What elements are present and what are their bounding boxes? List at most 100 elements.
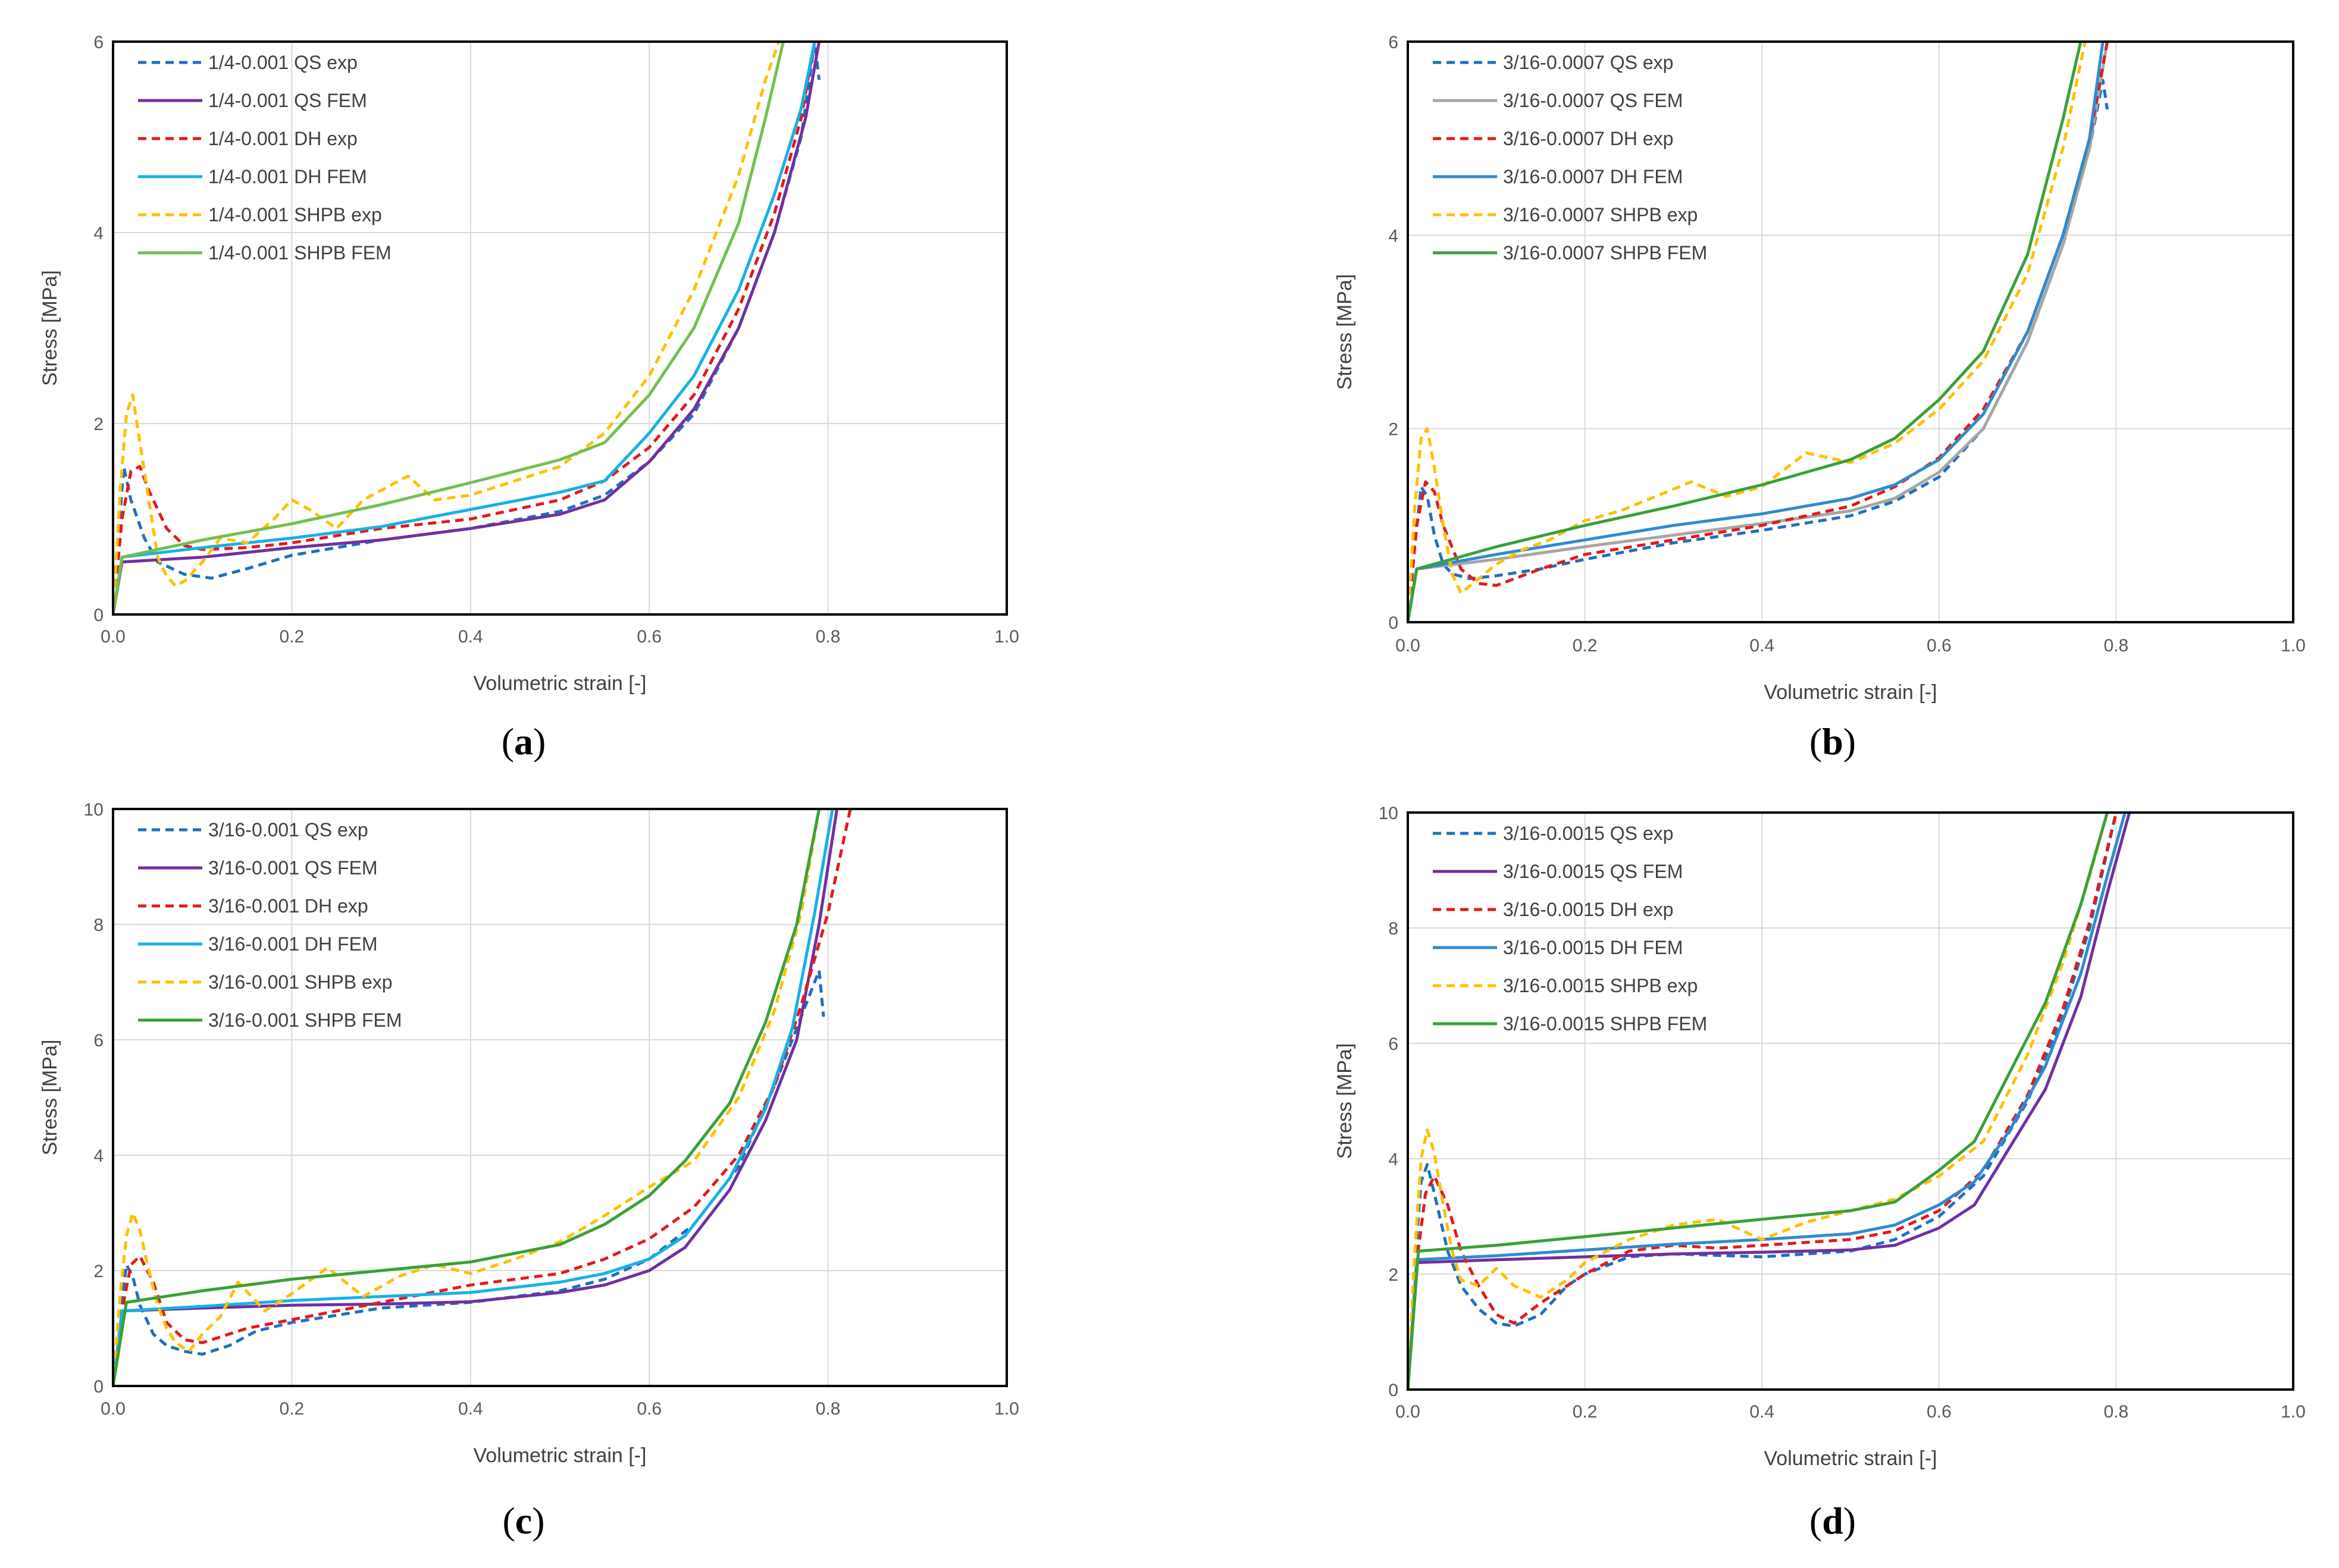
x-axis-title: Volumetric strain [-] bbox=[474, 672, 647, 695]
y-tick-label: 6 bbox=[1388, 1034, 1398, 1054]
plot-area-border bbox=[112, 808, 1008, 1387]
x-tick-label: 0.2 bbox=[1573, 1402, 1598, 1422]
x-tick-label: 0.4 bbox=[458, 1399, 483, 1419]
y-tick-label: 0 bbox=[1388, 613, 1398, 633]
y-tick-label: 10 bbox=[84, 800, 104, 820]
x-axis-title: Volumetric strain [-] bbox=[474, 1444, 647, 1467]
series-line-3-16-0-001-shpb-exp bbox=[113, 809, 821, 1386]
legend-label: 1/4-0.001 QS exp bbox=[208, 52, 358, 73]
series-line-3-16-0-001-qs-exp bbox=[113, 969, 825, 1386]
y-tick-label: 8 bbox=[1388, 919, 1398, 939]
y-tick-label: 2 bbox=[1388, 420, 1398, 440]
series-line-3-16-0-0015-dh-fem bbox=[1408, 813, 2127, 1390]
series-group bbox=[1408, 42, 2109, 622]
x-tick-label: 1.0 bbox=[2281, 1402, 2306, 1422]
series-line-3-16-0-001-qs-fem bbox=[113, 809, 839, 1386]
y-tick-label: 6 bbox=[1388, 33, 1398, 52]
x-tick-label: 0.0 bbox=[1395, 636, 1420, 656]
x-tick-label: 0.4 bbox=[1749, 1402, 1774, 1422]
legend-label: 1/4-0.001 QS FEM bbox=[208, 90, 367, 111]
chart-panel-d: 0 2 4 6 8 10 0.0 0.2 0.4 0.6 0.8 1.0 Volumetric stra… bbox=[1333, 804, 2306, 1470]
plot-area-border bbox=[112, 40, 1008, 616]
legend: 3/16-0.0007 QS exp 3/16-0.0007 QS FEM 3/16… bbox=[1433, 52, 1707, 264]
caption-a: (a) bbox=[501, 720, 546, 763]
series-line-1-4-0-001-shpb-fem bbox=[113, 42, 785, 614]
legend-label: 3/16-0.0015 QS FEM bbox=[1503, 861, 1683, 882]
x-tick-label: 0.8 bbox=[816, 627, 841, 647]
caption-d: (d) bbox=[1809, 1500, 1856, 1542]
legend-label: 3/16-0.001 QS exp bbox=[208, 819, 368, 841]
y-tick-label: 6 bbox=[93, 1031, 104, 1050]
x-tick-label: 0.6 bbox=[1927, 636, 1952, 656]
legend-label: 1/4-0.001 DH FEM bbox=[208, 166, 367, 187]
series-line-3-16-0-001-shpb-fem bbox=[113, 809, 821, 1386]
y-tick-label: 0 bbox=[93, 606, 104, 625]
x-tick-label: 1.0 bbox=[2281, 636, 2306, 656]
series-line-3-16-0-001-dh-exp bbox=[113, 809, 852, 1386]
series-line-1-4-0-001-qs-fem bbox=[113, 42, 821, 614]
x-tick-label: 0.4 bbox=[1749, 636, 1774, 656]
legend-label: 3/16-0.001 QS FEM bbox=[208, 857, 378, 879]
y-tick-label: 8 bbox=[93, 915, 104, 935]
legend: 3/16-0.0015 QS exp 3/16-0.0015 QS FEM 3/16… bbox=[1433, 823, 1707, 1034]
series-line-3-16-0-0007-dh-fem bbox=[1408, 42, 2105, 622]
x-axis-title: Volumetric strain [-] bbox=[1764, 1447, 1937, 1470]
series-line-3-16-0-001-dh-fem bbox=[113, 809, 834, 1386]
x-tick-label: 0.8 bbox=[816, 1399, 841, 1419]
legend-label: 3/16-0.0015 DH FEM bbox=[1503, 937, 1683, 958]
legend-label: 3/16-0.0007 SHPB FEM bbox=[1503, 242, 1707, 264]
x-tick-label: 0.2 bbox=[280, 1399, 305, 1419]
y-tick-label: 0 bbox=[1388, 1381, 1398, 1400]
y-tick-label: 2 bbox=[93, 415, 104, 434]
caption-b: (b) bbox=[1809, 720, 1856, 763]
x-tick-label: 0.4 bbox=[458, 627, 483, 647]
series-line-3-16-0-0015-qs-fem bbox=[1408, 813, 2131, 1390]
x-tick-label: 0.8 bbox=[2104, 1402, 2129, 1422]
chart-panel-a: 0 2 4 6 0.0 0.2 0.4 0.6 0.8 1.0 Volumetric strain … bbox=[39, 33, 1019, 695]
legend-label: 3/16-0.0015 SHPB exp bbox=[1503, 975, 1698, 996]
legend-label: 3/16-0.0015 SHPB FEM bbox=[1503, 1013, 1707, 1034]
legend-label: 3/16-0.0007 DH exp bbox=[1503, 128, 1673, 149]
legend-label: 3/16-0.0015 DH exp bbox=[1503, 899, 1673, 920]
x-axis-title: Volumetric strain [-] bbox=[1764, 681, 1937, 704]
x-tick-label: 0.0 bbox=[1395, 1402, 1420, 1422]
caption-d-letter: d bbox=[1822, 1500, 1843, 1542]
legend-label: 1/4-0.001 SHPB exp bbox=[208, 204, 382, 225]
legend-label: 3/16-0.0007 QS exp bbox=[1503, 52, 1673, 73]
y-tick-label: 6 bbox=[93, 33, 104, 52]
x-tick-label: 0.6 bbox=[637, 1399, 662, 1419]
y-axis-title: Stress [MPa] bbox=[39, 270, 61, 386]
caption-b-letter: b bbox=[1822, 720, 1843, 763]
x-tick-label: 0.8 bbox=[2104, 636, 2129, 656]
plot-area-border bbox=[1407, 40, 2294, 623]
y-tick-label: 4 bbox=[93, 1146, 104, 1166]
series-group bbox=[113, 42, 821, 614]
legend-label: 3/16-0.0007 DH FEM bbox=[1503, 166, 1683, 187]
series-group bbox=[1408, 813, 2131, 1390]
y-tick-label: 2 bbox=[93, 1262, 104, 1281]
x-tick-label: 0.0 bbox=[101, 1399, 126, 1419]
series-line-3-16-0-0015-qs-exp bbox=[1408, 813, 2118, 1390]
legend-label: 3/16-0.001 DH exp bbox=[208, 895, 368, 917]
series-line-1-4-0-001-shpb-exp bbox=[113, 42, 781, 614]
y-axis-title: Stress [MPa] bbox=[39, 1040, 61, 1156]
y-tick-label: 10 bbox=[1379, 804, 1398, 823]
series-line-3-16-0-0007-shpb-exp bbox=[1408, 42, 2087, 622]
legend: 1/4-0.001 QS exp 1/4-0.001 QS FEM 1/4-0.00… bbox=[138, 52, 392, 264]
caption-c: (c) bbox=[502, 1500, 545, 1542]
y-tick-label: 2 bbox=[1388, 1265, 1398, 1285]
y-tick-label: 4 bbox=[1388, 226, 1398, 246]
x-tick-label: 1.0 bbox=[994, 627, 1019, 647]
y-axis-title: Stress [MPa] bbox=[1333, 274, 1356, 390]
caption-a-letter: a bbox=[514, 720, 533, 763]
caption-c-letter: c bbox=[515, 1500, 533, 1542]
y-tick-label: 4 bbox=[93, 224, 104, 243]
plot-area-border bbox=[1407, 811, 2294, 1391]
series-group bbox=[113, 809, 852, 1386]
legend-label: 1/4-0.001 DH exp bbox=[208, 128, 358, 149]
x-tick-label: 0.2 bbox=[1573, 636, 1598, 656]
y-tick-label: 0 bbox=[93, 1377, 104, 1397]
legend: 3/16-0.001 QS exp 3/16-0.001 QS FEM 3/16-0… bbox=[138, 819, 402, 1031]
x-tick-label: 0.0 bbox=[101, 627, 126, 647]
